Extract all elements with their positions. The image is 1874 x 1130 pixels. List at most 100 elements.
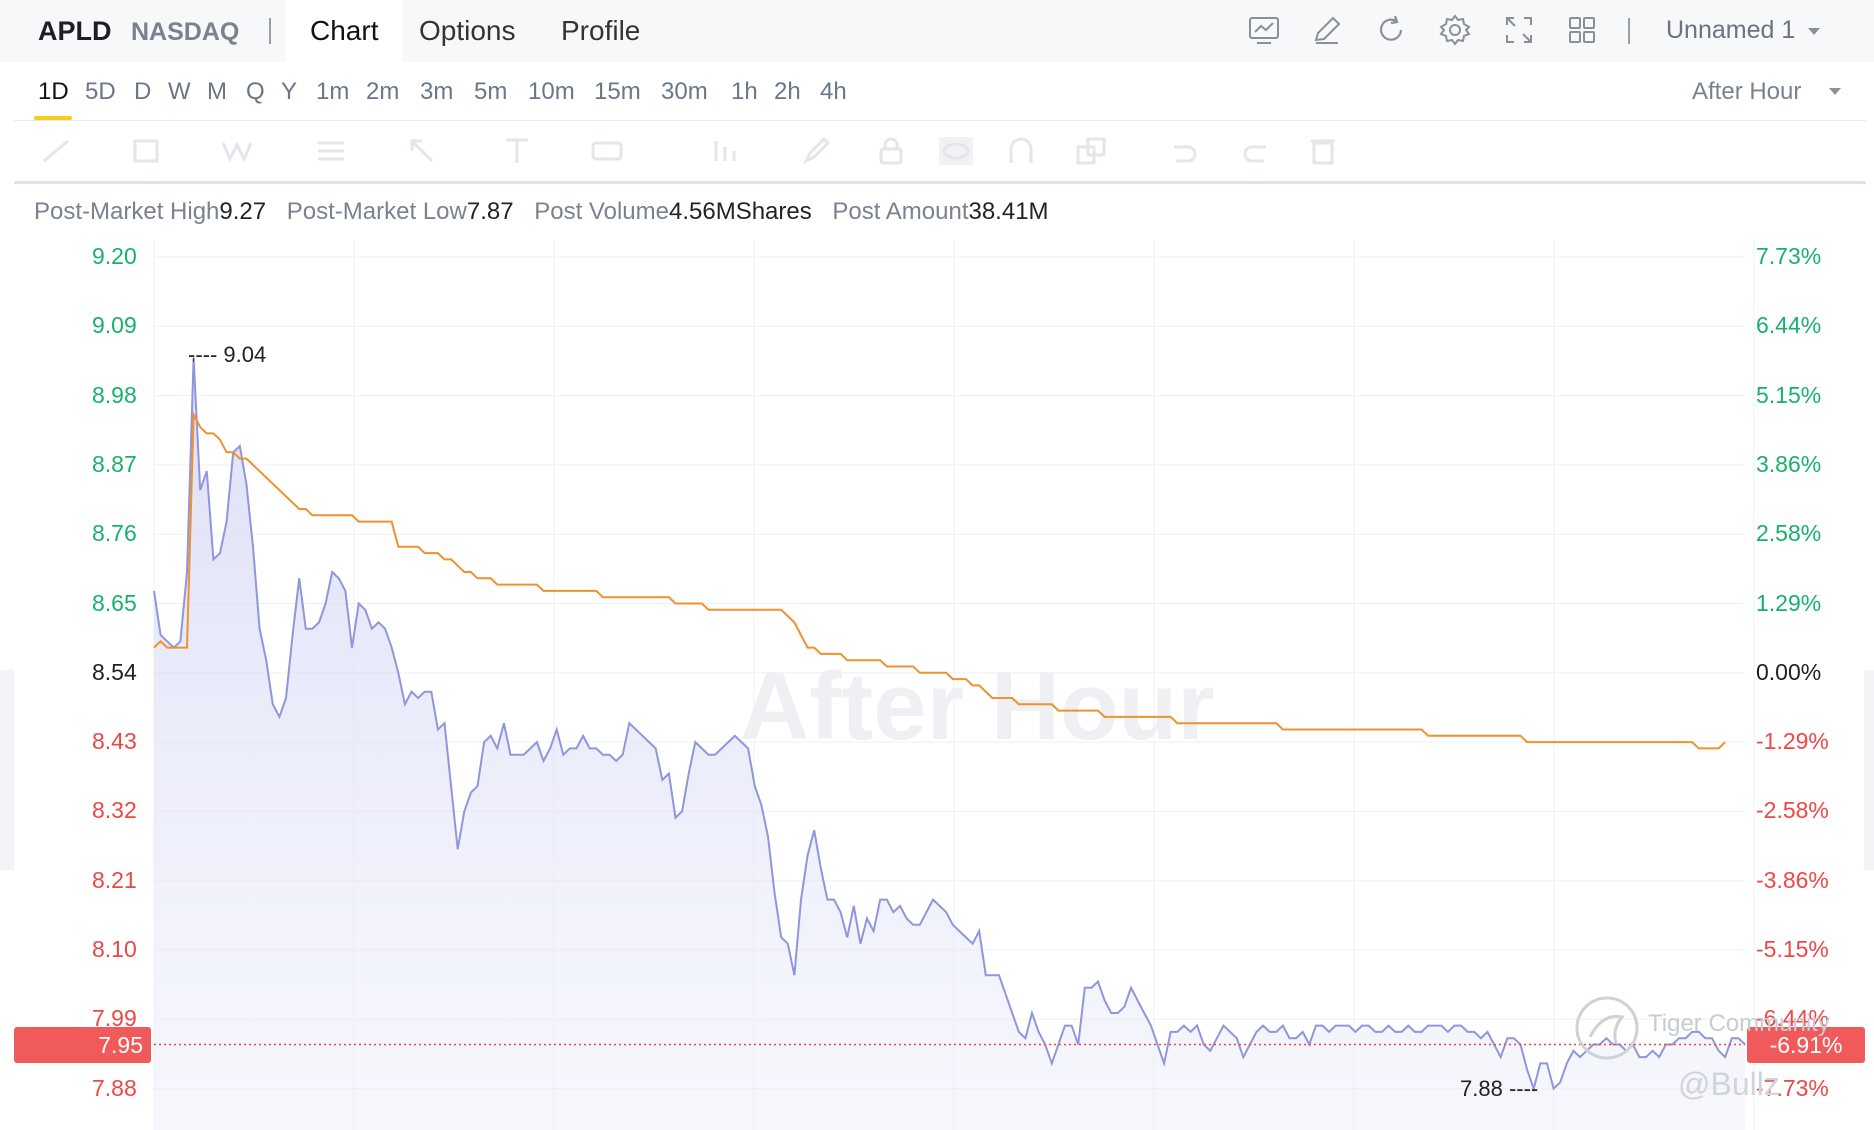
low-label: Post-Market Low xyxy=(286,198,467,225)
percent-tick-label: 2.58% xyxy=(1756,520,1822,547)
fullscreen-icon[interactable] xyxy=(1502,13,1536,47)
percent-tick-label: 5.15% xyxy=(1756,381,1822,408)
interval-w[interactable]: W xyxy=(168,78,191,105)
interval-q[interactable]: Q xyxy=(246,78,265,105)
high-marker: ---- 9.04 xyxy=(188,342,267,367)
text-icon[interactable] xyxy=(500,135,534,167)
divider xyxy=(14,181,1866,184)
layout-name-dropdown[interactable]: Unnamed 1 xyxy=(1666,16,1796,44)
percent-tick-label: -5.15% xyxy=(1756,936,1829,962)
interval-1m[interactable]: 1m xyxy=(316,78,350,105)
high-marker-value: 9.04 xyxy=(223,342,267,367)
arrow-icon[interactable] xyxy=(406,135,440,167)
y-tick-label: 9.09 xyxy=(92,312,137,339)
brush-icon[interactable] xyxy=(800,135,834,167)
refresh-icon[interactable] xyxy=(1374,13,1408,47)
low-marker-value: 7.88 xyxy=(1460,1076,1503,1101)
y-tick-label: 8.87 xyxy=(92,450,137,477)
current-price-tag: 7.95 xyxy=(14,1027,151,1063)
bar-pattern-icon[interactable] xyxy=(708,135,742,167)
magnet-icon[interactable] xyxy=(1004,135,1038,167)
interval-3m[interactable]: 3m xyxy=(420,78,454,105)
interval-y[interactable]: Y xyxy=(281,78,298,105)
interval-1h[interactable]: 1h xyxy=(731,78,758,105)
amount-value: 38.41M xyxy=(968,198,1049,225)
interval-bar: 1D 5D D W M Q Y 1m 2m 3m 5m 10m 15m 30m … xyxy=(0,62,1874,120)
y-tick-label: 8.43 xyxy=(92,728,137,755)
settings-icon[interactable] xyxy=(1438,13,1472,47)
percent-tick-label: -1.29% xyxy=(1756,728,1829,755)
percent-tick-label: -7.73% xyxy=(1756,1074,1829,1101)
percent-tick-label: 3.86% xyxy=(1756,450,1822,477)
visibility-icon[interactable] xyxy=(939,135,973,167)
tab-chart[interactable]: Chart xyxy=(286,0,403,62)
chevron-down-icon[interactable] xyxy=(1829,88,1841,95)
current-change-tag: -6.91% xyxy=(1747,1027,1865,1063)
interval-2m[interactable]: 2m xyxy=(366,78,400,105)
interval-m[interactable]: M xyxy=(207,78,227,105)
selected-interval-indicator xyxy=(34,116,72,120)
interval-4h[interactable]: 4h xyxy=(820,78,847,105)
interval-10m[interactable]: 10m xyxy=(528,78,575,105)
trend-line-icon[interactable] xyxy=(40,135,74,167)
y-tick-label: 8.32 xyxy=(92,797,137,824)
high-value: 9.27 xyxy=(219,198,267,225)
percent-tick-label: -3.86% xyxy=(1756,866,1829,893)
fib-icon[interactable] xyxy=(314,135,348,167)
tab-options[interactable]: Options xyxy=(419,15,516,46)
y-tick-label: 7.99 xyxy=(92,1005,137,1032)
y-tick-label: 8.76 xyxy=(92,520,137,547)
pattern-icon[interactable] xyxy=(220,135,254,167)
interval-5d[interactable]: 5D xyxy=(85,78,116,105)
right-panel-handle[interactable] xyxy=(1864,670,1874,870)
indicator-icon[interactable] xyxy=(1247,13,1281,47)
interval-5m[interactable]: 5m xyxy=(474,78,508,105)
y-tick-label: 8.65 xyxy=(92,589,137,616)
interval-d[interactable]: D xyxy=(134,78,152,105)
divider xyxy=(269,18,271,44)
lock-icon[interactable] xyxy=(874,135,908,167)
average-price-line xyxy=(153,410,1726,750)
low-marker: 7.88 ---- xyxy=(1460,1076,1539,1101)
tab-profile[interactable]: Profile xyxy=(561,15,641,46)
price-line xyxy=(153,357,1746,1093)
percent-tick-label: 7.73% xyxy=(1756,243,1822,269)
volume-label: Post Volume xyxy=(534,198,669,225)
session-dropdown[interactable]: After Hour xyxy=(1692,78,1802,105)
undo-icon[interactable] xyxy=(1166,135,1200,167)
y-tick-label: 8.21 xyxy=(92,866,137,893)
handle-watermark: @Bullz xyxy=(1678,1066,1780,1102)
tiger-logo-icon xyxy=(1575,996,1639,1060)
exchange-label: NASDAQ xyxy=(131,18,240,46)
low-value: 7.87 xyxy=(466,198,514,225)
percent-tick-label: -6.44% xyxy=(1756,1005,1829,1032)
delete-icon[interactable] xyxy=(1306,135,1340,167)
rectangle-icon[interactable] xyxy=(130,135,164,167)
price-area xyxy=(154,357,1745,1130)
y-tick-label: 8.54 xyxy=(92,658,137,685)
redo-icon[interactable] xyxy=(1240,135,1274,167)
copy-icon[interactable] xyxy=(1074,135,1108,167)
current-change: -6.91% xyxy=(1769,1032,1843,1058)
high-label: Post-Market High xyxy=(34,198,220,225)
layout-grid-icon[interactable] xyxy=(1565,13,1599,47)
divider xyxy=(1628,18,1630,44)
interval-2h[interactable]: 2h xyxy=(774,78,801,105)
chevron-down-icon[interactable] xyxy=(1808,28,1820,35)
measure-icon[interactable] xyxy=(590,135,624,167)
draw-icon[interactable] xyxy=(1310,13,1344,47)
interval-30m[interactable]: 30m xyxy=(661,78,708,105)
amount-label: Post Amount xyxy=(832,198,969,225)
ticker-symbol: APLD xyxy=(38,16,112,46)
top-bar: APLD NASDAQ Chart Options Profile Unname… xyxy=(0,0,1874,62)
divider xyxy=(14,120,1866,121)
interval-1d[interactable]: 1D xyxy=(38,78,69,105)
percent-tick-label: 1.29% xyxy=(1756,589,1822,616)
y-tick-label: 9.20 xyxy=(92,243,137,269)
post-market-stats: Post-Market High9.27 Post-Market Low7.87… xyxy=(34,198,1063,226)
volume-value: 4.56MShares xyxy=(668,198,812,225)
y-tick-label: 8.98 xyxy=(92,381,137,408)
left-panel-handle[interactable] xyxy=(0,670,14,870)
interval-15m[interactable]: 15m xyxy=(594,78,641,105)
